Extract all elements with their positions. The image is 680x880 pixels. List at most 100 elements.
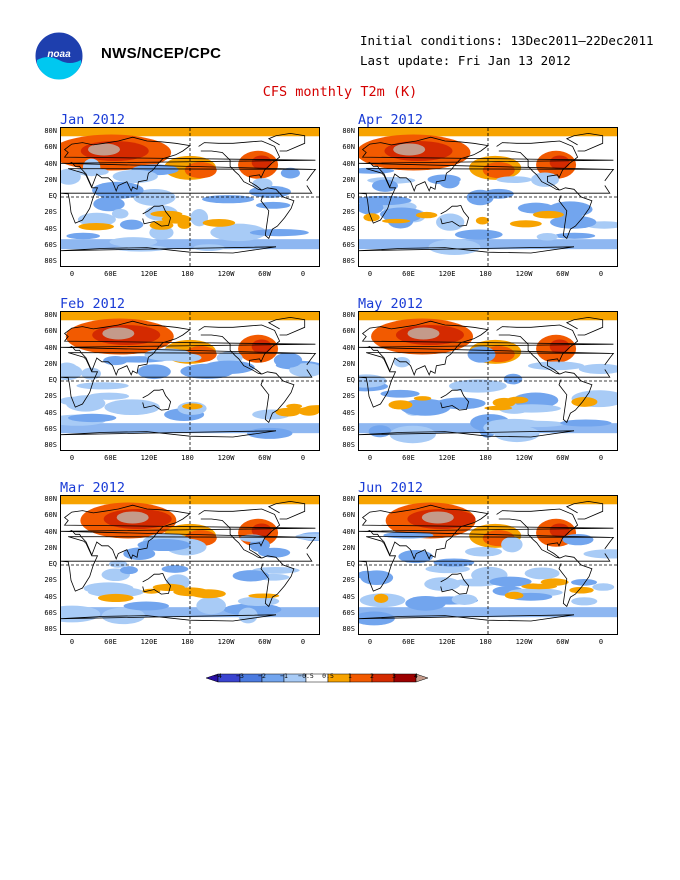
lat-tick-label: 20S <box>342 392 355 401</box>
anomaly-band <box>61 312 319 321</box>
last-update: Last update: Fri Jan 13 2012 <box>360 53 571 68</box>
lat-tick-label: 60N <box>342 143 355 152</box>
lat-tick-label: 20N <box>342 175 355 184</box>
anomaly-patch <box>465 546 503 557</box>
lon-tick-label: 60E <box>402 454 415 462</box>
anomaly-patch <box>363 213 380 222</box>
lat-tick-label: 40S <box>342 408 355 417</box>
coastline <box>359 614 575 622</box>
anomaly-patch <box>433 558 475 567</box>
lon-tick-label: 60E <box>104 638 117 646</box>
anomaly-patch <box>78 222 114 231</box>
lon-tick-label: 180 <box>479 638 492 646</box>
figure-title: CFS monthly T2m (K) <box>262 84 418 100</box>
anomaly-patch <box>203 360 255 375</box>
coastline <box>558 555 593 608</box>
coastline <box>267 132 306 152</box>
coastline <box>496 508 579 559</box>
lat-tick-label: 60S <box>342 240 355 249</box>
anomaly-patch <box>407 327 440 340</box>
lat-tick-label: EQ <box>48 560 57 568</box>
anomaly-patch <box>108 560 128 568</box>
anomaly-patch <box>536 232 558 241</box>
anomaly-patch <box>123 601 170 611</box>
coastline <box>496 140 579 191</box>
anomaly-patch <box>103 356 128 366</box>
anomaly-patch <box>475 216 489 225</box>
lat-tick-label: 40S <box>342 224 355 233</box>
anomaly-patch <box>88 143 120 156</box>
anomaly-patch <box>196 596 226 615</box>
colorbar-label: −0.5 <box>298 672 314 680</box>
anomaly-field <box>359 496 617 626</box>
anomaly-patch <box>184 162 217 179</box>
anomaly-patch <box>93 196 125 212</box>
anomaly-patch <box>549 155 570 170</box>
lat-tick-label: 80S <box>44 441 57 449</box>
lon-tick-label: 60W <box>556 454 569 462</box>
anomaly-patch <box>258 547 291 558</box>
anomaly-patch <box>232 570 270 582</box>
lon-tick-label: 0 <box>300 454 306 462</box>
lat-tick-label: 40N <box>44 343 57 352</box>
colorbar-label: 3 <box>392 672 396 680</box>
colorbar-label: −2 <box>258 672 266 680</box>
anomaly-band <box>359 312 617 321</box>
colorbar-label: 0.5 <box>322 672 334 680</box>
anomaly-patch <box>528 361 585 371</box>
coastline <box>61 246 277 254</box>
anomaly-patch <box>496 176 533 183</box>
lon-tick-label: 0 <box>300 638 306 646</box>
coastline <box>359 168 615 224</box>
coastline <box>440 388 470 411</box>
logo-text: noaa <box>47 49 71 60</box>
anomaly-patch <box>373 593 389 603</box>
lat-tick-label: 20S <box>342 576 355 585</box>
lat-tick-label: 60N <box>44 511 57 520</box>
lat-tick-label: 60S <box>342 424 355 433</box>
lat-tick-label: 80S <box>44 625 57 633</box>
anomaly-patch <box>295 533 319 541</box>
anomaly-patch <box>137 539 191 552</box>
lon-tick-label: 0 <box>69 638 75 646</box>
anomaly-patch <box>359 570 376 580</box>
lon-tick-label: 0 <box>367 270 373 278</box>
coastline <box>142 204 172 227</box>
coastline <box>142 572 172 595</box>
coastline <box>558 371 593 424</box>
lon-tick-label: 60E <box>104 454 117 462</box>
coastline <box>359 430 575 438</box>
anomaly-patch <box>102 327 135 340</box>
lat-tick-label: 40S <box>44 224 57 233</box>
anomaly-patch <box>489 576 532 587</box>
colorbar-label: 4 <box>414 672 418 680</box>
lat-tick-label: 80S <box>342 257 355 265</box>
anomaly-patch <box>68 413 117 423</box>
anomaly-patch <box>513 392 559 409</box>
anomaly-patch <box>388 400 413 410</box>
anomaly-patch <box>251 523 272 538</box>
lon-tick-label: 120E <box>140 638 158 646</box>
anomaly-band <box>359 128 617 137</box>
anomaly-field <box>61 496 319 625</box>
anomaly-patch <box>532 210 564 219</box>
colorbar-label: 2 <box>370 672 374 680</box>
colorbar-label: −1 <box>280 672 288 680</box>
map-graphic <box>359 312 617 450</box>
anomaly-patch <box>237 596 280 607</box>
anomaly-patch <box>109 237 158 247</box>
lat-tick-label: 20S <box>44 576 57 585</box>
anomaly-patch <box>251 155 272 170</box>
lat-tick-label: 20N <box>44 175 57 184</box>
lon-tick-label: 60W <box>556 270 569 278</box>
lon-tick-label: 180 <box>181 454 194 462</box>
coastline <box>61 320 316 377</box>
panel-title: May 2012 <box>358 296 424 312</box>
coastline <box>359 246 575 254</box>
anomaly-patch <box>484 405 513 411</box>
anomaly-patch <box>368 425 392 438</box>
lat-tick-label: 80S <box>342 625 355 633</box>
anomaly-patch <box>77 212 116 227</box>
coastline <box>61 430 277 438</box>
anomaly-patch <box>81 367 101 380</box>
